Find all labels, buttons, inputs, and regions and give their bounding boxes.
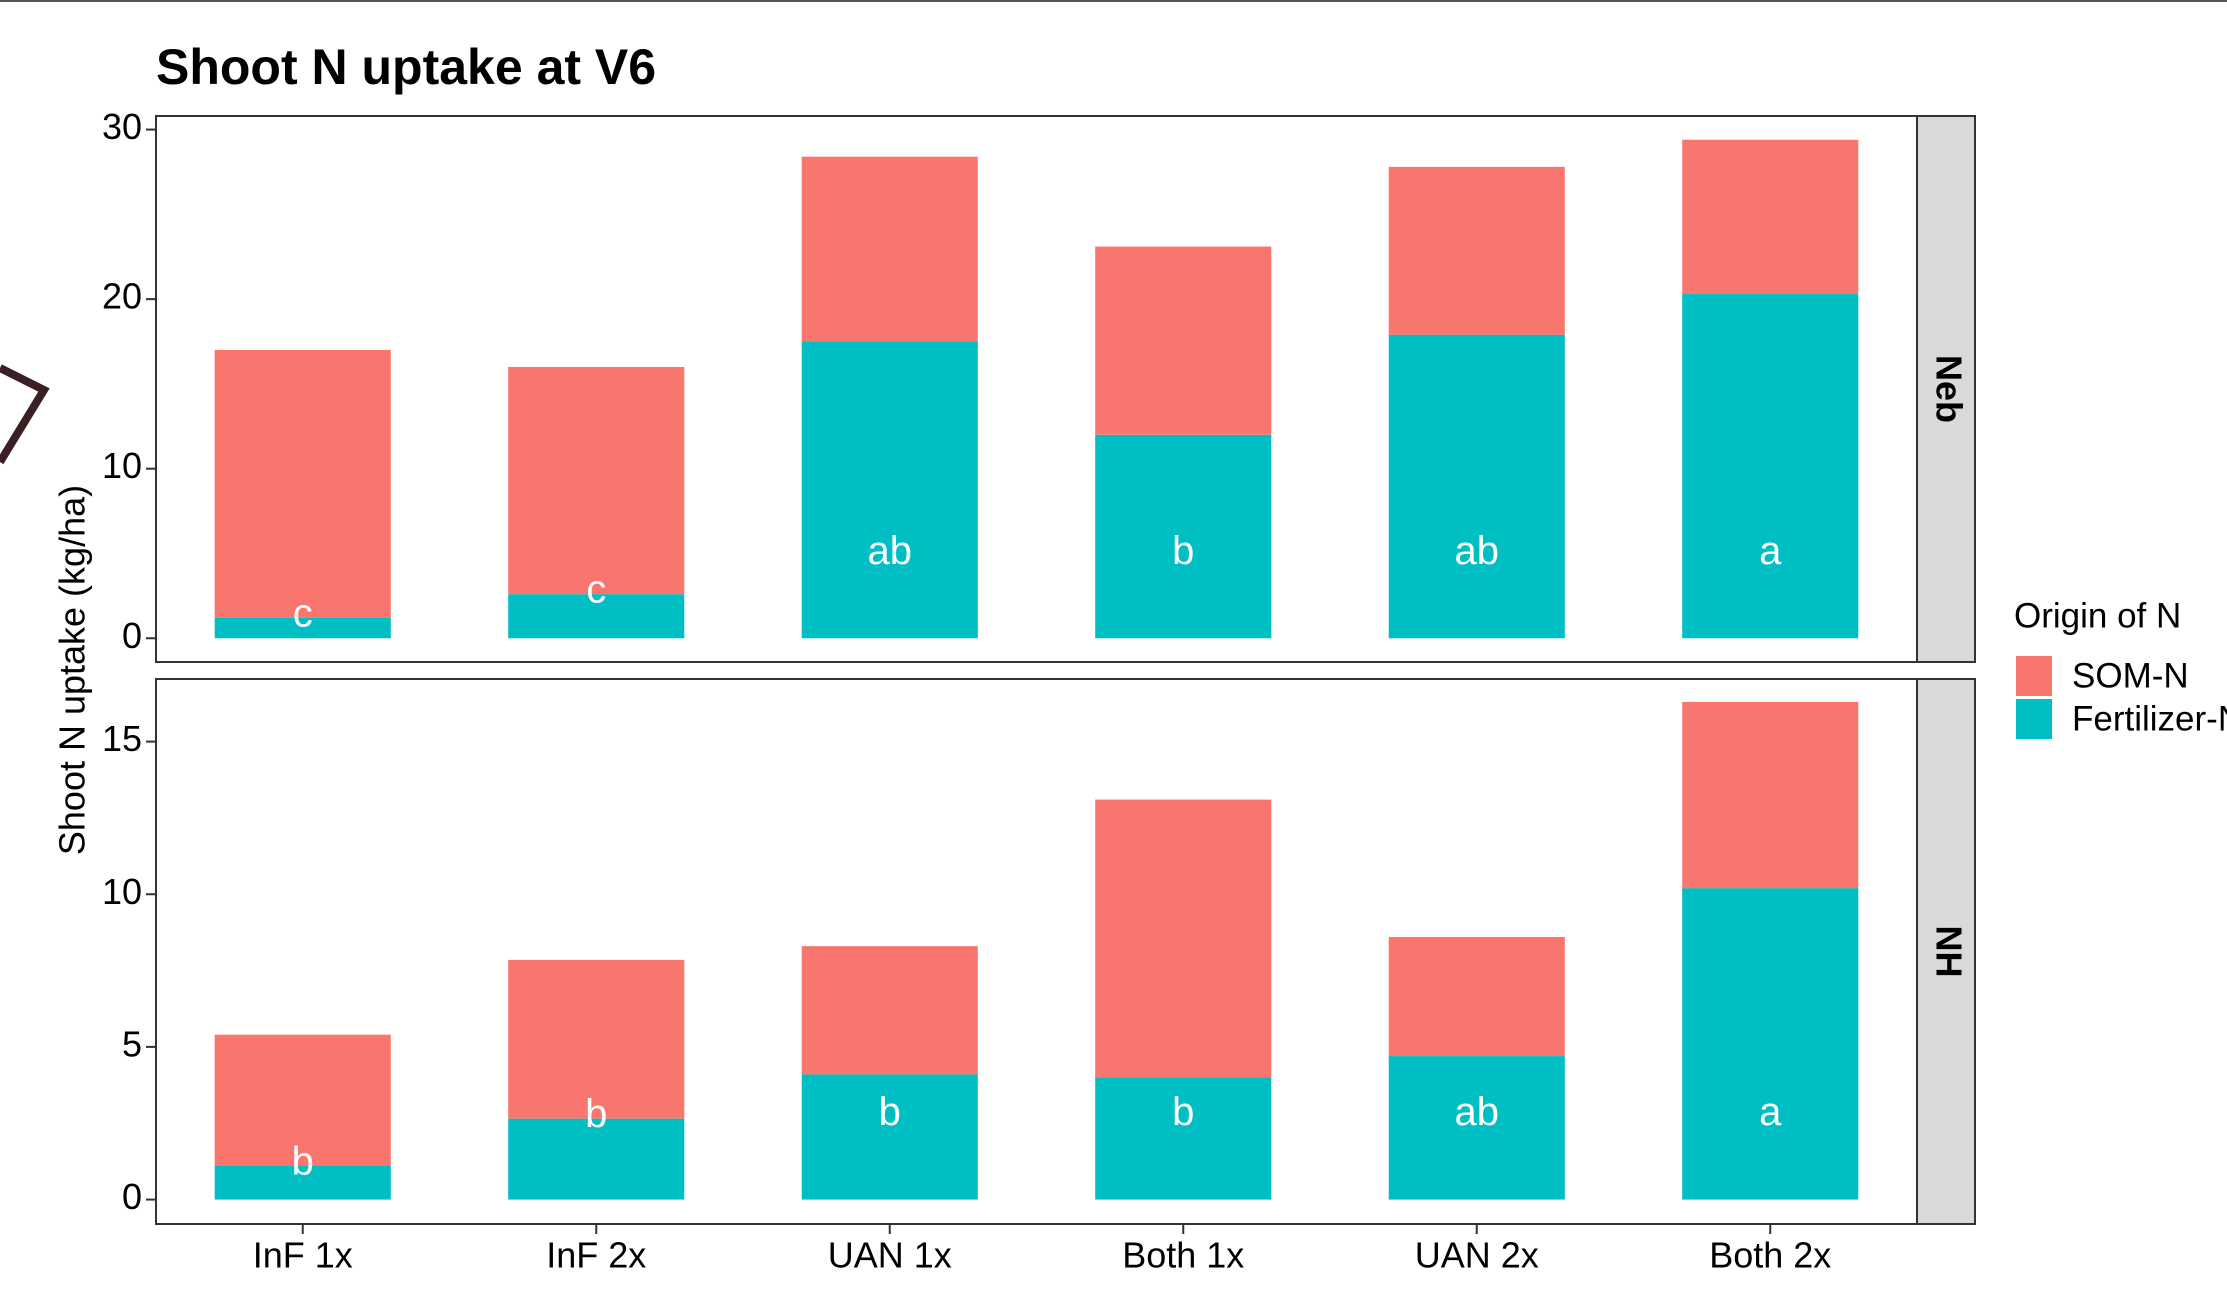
legend-label: SOM-N [2072, 656, 2189, 695]
bar-segment [1682, 139, 1859, 295]
significance-letter: b [1172, 529, 1194, 573]
y-tick-label: 30 [102, 106, 142, 147]
x-tick-label: Both 1x [1122, 1235, 1244, 1276]
legend-title: Origin of N [2014, 596, 2181, 635]
bar-segment [214, 617, 391, 639]
y-tick-label: 10 [102, 871, 142, 912]
x-tick-label: Both 2x [1709, 1235, 1831, 1276]
significance-letter: ab [868, 529, 913, 573]
y-tick-label: 0 [122, 1176, 142, 1217]
bar-segment [508, 1118, 685, 1200]
bar-segment [214, 1165, 391, 1200]
significance-letter: ab [1455, 1090, 1500, 1134]
y-tick-label: 20 [102, 276, 142, 317]
legend-key [2016, 656, 2052, 696]
x-tick-label: UAN 1x [828, 1235, 952, 1276]
y-tick-label: 15 [102, 718, 142, 759]
bar-segment [801, 156, 978, 342]
bar-segment [801, 341, 978, 639]
bar-segment [1095, 434, 1272, 639]
bar-segment [214, 350, 391, 618]
bar-segment [1095, 246, 1272, 435]
bar-segment [508, 959, 685, 1119]
bar-segment [1388, 334, 1565, 639]
decor [0, 364, 50, 465]
legend-key [2016, 699, 2052, 739]
bar-segment [508, 366, 685, 595]
significance-letter: b [585, 1092, 607, 1136]
significance-letter: a [1759, 1090, 1782, 1134]
bar-segment [1388, 166, 1565, 335]
significance-letter: b [1172, 1090, 1194, 1134]
significance-letter: b [292, 1140, 314, 1184]
facet-strip [1916, 115, 1976, 663]
x-tick-label: InF 1x [253, 1235, 353, 1276]
panel [155, 678, 1918, 1225]
legend-label: Fertilizer-N [2072, 699, 2227, 738]
bar-segment [1095, 799, 1272, 1078]
significance-letter: ab [1455, 529, 1500, 573]
x-tick-label: UAN 2x [1415, 1235, 1539, 1276]
significance-letter: b [879, 1090, 901, 1134]
bar-segment [214, 1034, 391, 1166]
bar-segment [1682, 294, 1859, 639]
bar-segment [1388, 1056, 1565, 1200]
panel [155, 115, 1918, 663]
facet-label: NH [1928, 926, 1969, 978]
x-tick-label: InF 2x [546, 1235, 646, 1276]
bar-segment [1388, 936, 1565, 1057]
bar-segment [801, 946, 978, 1075]
y-axis-label: Shoot N uptake (kg/ha) [52, 485, 93, 855]
y-tick-label: 0 [122, 615, 142, 656]
facet-label: Neb [1928, 355, 1969, 423]
chart-title: Shoot N uptake at V6 [156, 39, 656, 95]
significance-letter: c [293, 591, 313, 635]
y-tick-label: 5 [122, 1023, 142, 1064]
bar-segment [1682, 888, 1859, 1200]
significance-letter: c [586, 568, 606, 612]
bar-segment [1682, 701, 1859, 889]
y-tick-label: 10 [102, 445, 142, 486]
bar-segment [801, 1074, 978, 1200]
significance-letter: a [1759, 529, 1782, 573]
bar-segment [1095, 1077, 1272, 1200]
bar-segment [508, 594, 685, 639]
facet-strip [1916, 678, 1976, 1225]
